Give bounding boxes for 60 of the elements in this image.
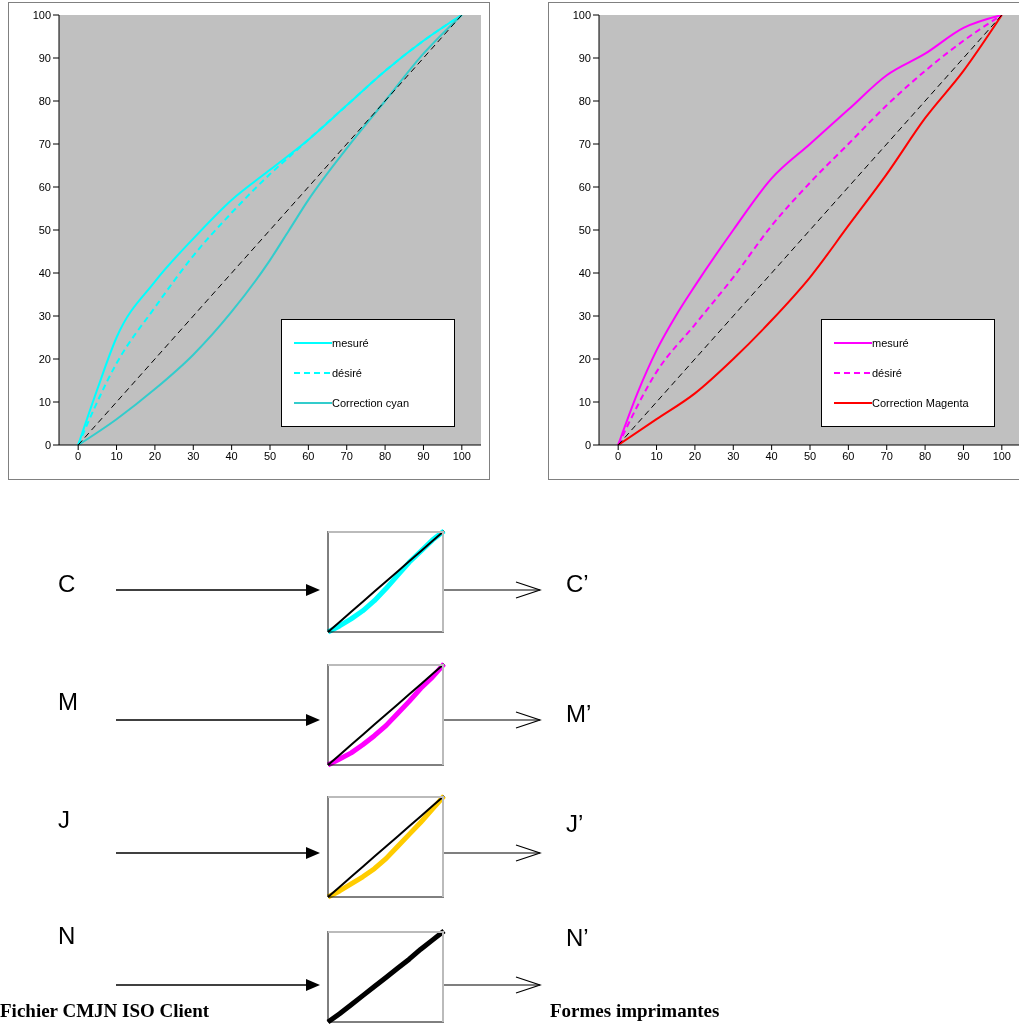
y-tick-label: 20 (38, 352, 51, 365)
text: C’ (566, 570, 589, 598)
y-tick-label: 10 (578, 395, 591, 408)
x-tick-label: 100 (452, 449, 471, 462)
x-tick-label: 60 (302, 449, 315, 462)
text: N’ (566, 924, 589, 952)
text: J (58, 806, 70, 834)
y-tick-label: 100 (32, 8, 51, 21)
legend-label: mesuré (872, 337, 909, 349)
x-tick-label: 70 (340, 449, 353, 462)
text: M’ (566, 700, 592, 728)
y-tick-label: 80 (38, 94, 51, 107)
x-tick-label: 50 (803, 449, 817, 462)
y-tick-label: 80 (578, 94, 591, 107)
text: N (58, 922, 76, 950)
x-tick-label: 40 (765, 449, 778, 462)
text: C (58, 570, 76, 598)
legend-label: désiré (332, 367, 362, 379)
x-tick-label: 90 (957, 449, 970, 462)
y-tick-label: 20 (578, 352, 591, 365)
y-tick-label: 50 (38, 223, 51, 236)
y-tick-label: 60 (38, 180, 51, 193)
x-tick-label: 100 (992, 449, 1011, 462)
x-tick-label: 0 (615, 449, 622, 462)
y-tick-label: 40 (38, 266, 51, 279)
legend-label: Correction Magenta (872, 397, 969, 409)
y-tick-label: 90 (38, 51, 51, 64)
text: M (58, 688, 78, 716)
y-tick-label: 100 (572, 8, 591, 21)
x-tick-label: 10 (650, 449, 663, 462)
y-tick-label: 70 (38, 137, 51, 150)
y-tick-label: 30 (38, 309, 51, 322)
x-tick-label: 50 (263, 449, 277, 462)
x-tick-label: 90 (417, 449, 430, 462)
x-tick-label: 40 (225, 449, 238, 462)
y-tick-label: 70 (578, 137, 591, 150)
x-tick-label: 70 (880, 449, 893, 462)
y-tick-label: 50 (578, 223, 591, 236)
y-tick-label: 0 (44, 438, 51, 451)
y-tick-label: 40 (578, 266, 591, 279)
y-tick-label: 10 (38, 395, 51, 408)
x-tick-label: 20 (148, 449, 162, 462)
x-tick-label: 30 (727, 449, 740, 462)
x-tick-label: 20 (688, 449, 702, 462)
x-tick-label: 10 (110, 449, 123, 462)
legend-label: Correction cyan (332, 397, 410, 409)
y-tick-label: 30 (578, 309, 591, 322)
text: J’ (566, 810, 584, 838)
x-tick-label: 0 (75, 449, 82, 462)
x-tick-label: 60 (842, 449, 855, 462)
y-tick-label: 90 (578, 51, 591, 64)
text: Formes imprimantes (550, 1000, 720, 1022)
x-tick-label: 80 (918, 449, 932, 462)
legend-label: désiré (872, 367, 902, 379)
y-tick-label: 0 (584, 438, 591, 451)
text: Fichier CMJN ISO Client (0, 1000, 210, 1022)
legend-label: mesuré (332, 337, 369, 349)
x-tick-label: 30 (187, 449, 200, 462)
y-tick-label: 60 (578, 180, 591, 193)
x-tick-label: 80 (378, 449, 392, 462)
